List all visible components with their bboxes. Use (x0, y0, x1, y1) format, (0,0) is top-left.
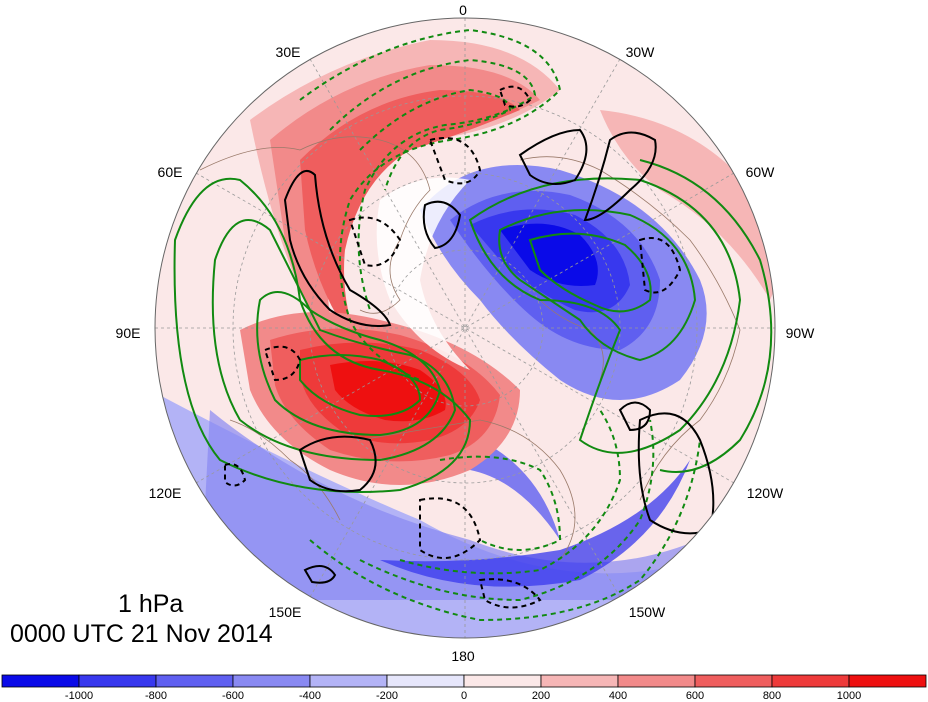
longitude-label: 30W (626, 44, 656, 60)
longitude-labels: 0 30W 60W 90W 120W 150W 180 150E 120E 90E 60E 30E (116, 2, 816, 664)
green-contours (173, 159, 773, 493)
colorbar-tick-label: 800 (763, 690, 781, 702)
colorbar-tick-label: 1000 (837, 690, 861, 702)
colorbar-tick-label: 400 (609, 690, 627, 702)
colorbar-tick-label: 0 (461, 690, 467, 702)
longitude-label: 60W (746, 164, 776, 180)
colorbar-swatch (463, 674, 542, 688)
colorbar-swatch (78, 674, 157, 688)
colorbar-swatch (694, 674, 773, 688)
graticule (155, 18, 775, 638)
colorbar-tick-label: -600 (222, 690, 244, 702)
longitude-label: 150W (629, 604, 666, 620)
colorbar-tick-label: 200 (532, 690, 550, 702)
black-dashed-contours (224, 85, 682, 609)
longitude-label: 90W (786, 325, 816, 341)
colorbar-swatch (1, 674, 80, 688)
colorbar-swatch (309, 674, 388, 688)
longitude-label: 120W (747, 485, 784, 501)
hemisphere-outline (154, 17, 776, 639)
longitude-label: 180 (451, 648, 475, 664)
colorbar-tick-label: -800 (145, 690, 167, 702)
colorbar-swatch (617, 674, 696, 688)
coastlines (199, 136, 741, 561)
colorbar-swatch (386, 674, 465, 688)
longitude-label: 120E (149, 485, 182, 501)
colorbar-tick-label: 600 (686, 690, 704, 702)
level-label: 1 hPa (118, 590, 184, 618)
longitude-label: 0 (459, 2, 467, 18)
colorbar-swatch (232, 674, 311, 688)
colorbar-tick-label: -1000 (65, 690, 93, 702)
longitude-label: 30E (276, 44, 301, 60)
longitude-label: 60E (158, 164, 183, 180)
colorbar-tick-label: -200 (376, 690, 398, 702)
longitude-label: 90E (116, 325, 141, 341)
colorbar-swatch (848, 674, 927, 688)
valid-time-label: 0000 UTC 21 Nov 2014 (10, 620, 273, 648)
colorbar-swatch (540, 674, 619, 688)
green-dashed-contours (299, 28, 701, 622)
colorbar-swatch (771, 674, 850, 688)
colorbar-tick-label: -400 (299, 690, 321, 702)
colorbar: -1000 -800 -600 -400 -200 0 200 400 600 800 1000 (1, 674, 927, 702)
longitude-label: 150E (269, 604, 302, 620)
colorbar-swatch (155, 674, 234, 688)
